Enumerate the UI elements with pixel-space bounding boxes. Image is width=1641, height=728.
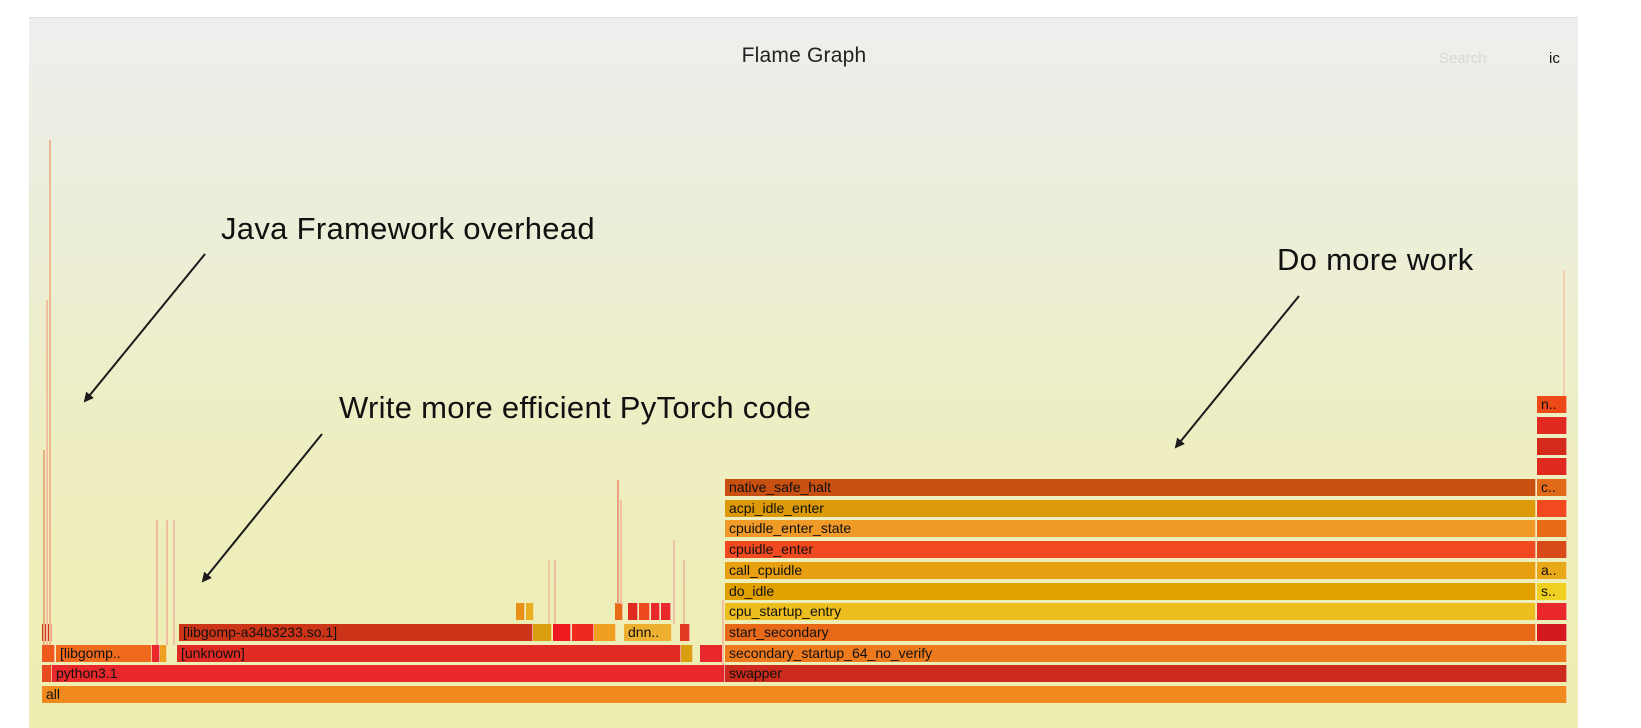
- frame-block[interactable]: [1537, 500, 1567, 517]
- frame-block[interactable]: [160, 645, 167, 662]
- frame-sliver[interactable]: [49, 140, 51, 645]
- frame-block[interactable]: [1537, 520, 1567, 537]
- frame-right-a[interactable]: a..: [1537, 562, 1567, 579]
- frame-libgomp-full[interactable]: [libgomp-a34b3233.so.1]: [179, 624, 533, 641]
- frame-block[interactable]: [594, 624, 616, 641]
- frame-block[interactable]: [639, 603, 650, 620]
- frame-block[interactable]: [533, 624, 552, 641]
- frame-dnn[interactable]: dnn..: [624, 624, 672, 641]
- page-title: Flame Graph: [741, 44, 867, 67]
- frame-secondary-startup[interactable]: secondary_startup_64_no_verify: [725, 645, 1567, 662]
- frame-sliver[interactable]: [548, 560, 550, 624]
- frame-block[interactable]: [1537, 417, 1567, 434]
- frame-swapper[interactable]: swapper: [725, 665, 1567, 682]
- frame-sliver[interactable]: [554, 560, 556, 624]
- frame-block[interactable]: [700, 645, 724, 662]
- frame-sliver[interactable]: [166, 520, 168, 645]
- frame-sliver[interactable]: [722, 600, 724, 665]
- frame-all[interactable]: all: [42, 686, 1567, 703]
- frame-call-cpuidle[interactable]: call_cpuidle: [725, 562, 1536, 579]
- frame-right-s[interactable]: s..: [1537, 583, 1567, 600]
- frame-sliver[interactable]: [683, 560, 685, 624]
- frame-block[interactable]: [615, 603, 623, 620]
- frame-block[interactable]: [572, 624, 594, 641]
- frame-block[interactable]: [651, 603, 660, 620]
- frame-block[interactable]: [1537, 624, 1567, 641]
- frame-block[interactable]: [42, 665, 52, 682]
- frame-block[interactable]: [661, 603, 671, 620]
- frame-cpuidle-enter[interactable]: cpuidle_enter: [725, 541, 1536, 558]
- frame-python[interactable]: python3.1: [52, 665, 725, 682]
- frame-sliver[interactable]: [43, 450, 45, 645]
- frame-block[interactable]: [1537, 438, 1567, 455]
- frame-block[interactable]: [680, 624, 690, 641]
- frame-sliver[interactable]: [673, 540, 675, 624]
- flame-graph-panel: Flame Graph Search ic: [29, 17, 1578, 728]
- annotation-pytorch: Write more efficient PyTorch code: [339, 390, 812, 425]
- frame-block[interactable]: [526, 603, 534, 620]
- frame-block[interactable]: [42, 645, 55, 662]
- frame-right-c[interactable]: c..: [1537, 479, 1567, 496]
- frame-right-n[interactable]: n..: [1537, 396, 1567, 413]
- frame-cpu-startup-entry[interactable]: cpu_startup_entry: [725, 603, 1536, 620]
- frame-unknown[interactable]: [unknown]: [177, 645, 681, 662]
- frame-sliver[interactable]: [620, 500, 622, 604]
- frame-acpi-idle-enter[interactable]: acpi_idle_enter: [725, 500, 1536, 517]
- frame-sliver[interactable]: [46, 300, 48, 645]
- frame-block[interactable]: [516, 603, 525, 620]
- frame-libgomp-short[interactable]: [libgomp..: [56, 645, 152, 662]
- frame-block[interactable]: [681, 645, 693, 662]
- frame-block[interactable]: [553, 624, 571, 641]
- frame-block[interactable]: [628, 603, 638, 620]
- frame-do-idle[interactable]: do_idle: [725, 583, 1536, 600]
- frame-sliver[interactable]: [156, 520, 158, 645]
- frame-sliver[interactable]: [173, 520, 175, 645]
- search-button[interactable]: Search: [1439, 50, 1487, 67]
- annotation-more-work: Do more work: [1277, 242, 1474, 277]
- frame-block[interactable]: [152, 645, 160, 662]
- frame-native-safe-halt[interactable]: native_safe_halt: [725, 479, 1536, 496]
- annotation-java-overhead: Java Framework overhead: [221, 211, 595, 246]
- frame-cpuidle-enter-state[interactable]: cpuidle_enter_state: [725, 520, 1536, 537]
- frame-sliver[interactable]: [1563, 270, 1565, 396]
- frame-block[interactable]: [1537, 458, 1567, 475]
- ignorecase-toggle[interactable]: ic: [1549, 50, 1560, 67]
- frame-start-secondary[interactable]: start_secondary: [725, 624, 1536, 641]
- frame-block[interactable]: [1537, 603, 1567, 620]
- frame-block[interactable]: [1537, 541, 1567, 558]
- frame-sliver[interactable]: [617, 480, 619, 604]
